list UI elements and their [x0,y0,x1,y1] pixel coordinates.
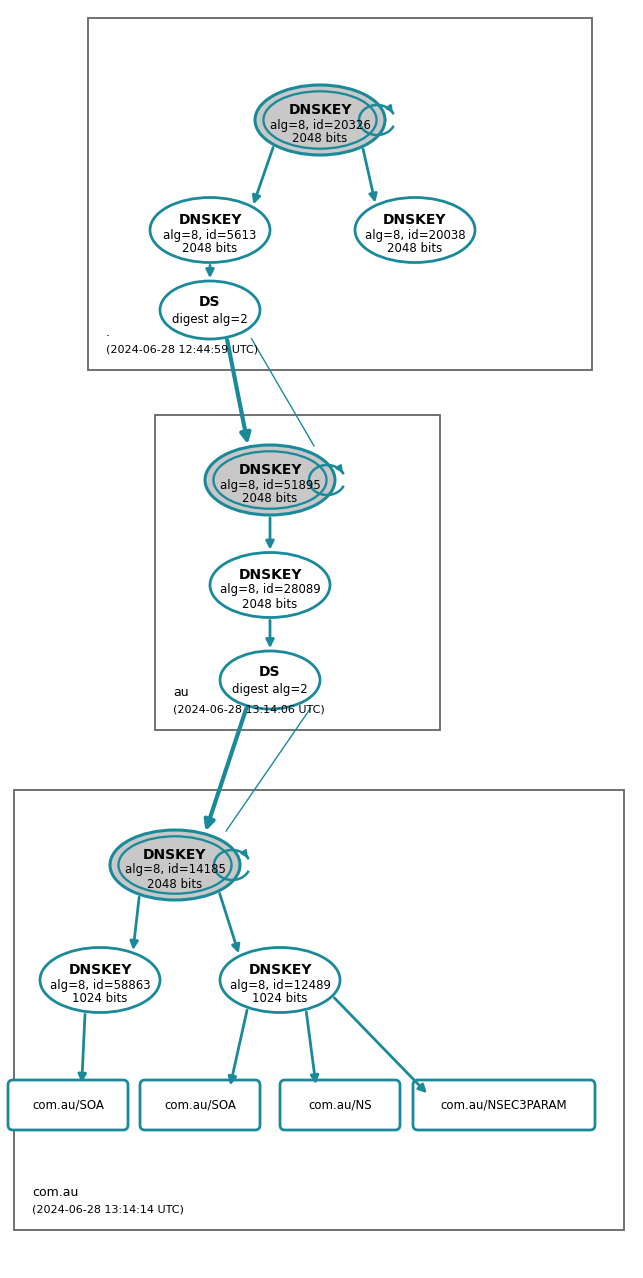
Text: DNSKEY: DNSKEY [383,213,447,227]
Text: digest alg=2: digest alg=2 [172,313,248,326]
FancyBboxPatch shape [14,790,624,1229]
Text: 2048 bits: 2048 bits [183,243,238,256]
Text: 1024 bits: 1024 bits [252,993,308,1006]
Text: 1024 bits: 1024 bits [72,993,128,1006]
Text: com.au: com.au [32,1186,78,1199]
Ellipse shape [160,281,260,339]
Text: (2024-06-28 13:14:14 UTC): (2024-06-28 13:14:14 UTC) [32,1205,184,1215]
Text: DS: DS [199,295,221,309]
FancyBboxPatch shape [88,18,592,371]
Text: (2024-06-28 13:14:06 UTC): (2024-06-28 13:14:06 UTC) [173,705,325,714]
Text: alg=8, id=51895: alg=8, id=51895 [220,478,320,492]
Text: DNSKEY: DNSKEY [248,964,312,976]
FancyBboxPatch shape [155,415,440,730]
Text: 2048 bits: 2048 bits [242,492,298,506]
Ellipse shape [110,829,240,900]
Text: alg=8, id=12489: alg=8, id=12489 [230,979,331,992]
Ellipse shape [255,86,385,155]
Ellipse shape [40,947,160,1012]
Text: DNSKEY: DNSKEY [143,849,207,861]
Text: DNSKEY: DNSKEY [178,213,242,227]
FancyBboxPatch shape [413,1080,595,1130]
Text: DS: DS [259,665,281,679]
Ellipse shape [205,445,335,515]
Text: DNSKEY: DNSKEY [288,104,352,118]
Ellipse shape [220,947,340,1012]
Text: alg=8, id=58863: alg=8, id=58863 [50,979,150,992]
Text: alg=8, id=20038: alg=8, id=20038 [365,229,466,242]
Text: com.au/NSEC3PARAM: com.au/NSEC3PARAM [440,1099,567,1112]
Text: com.au/SOA: com.au/SOA [164,1099,236,1112]
Text: 2048 bits: 2048 bits [242,598,298,611]
Text: .: . [106,326,110,339]
Ellipse shape [355,198,475,262]
Text: 2048 bits: 2048 bits [147,878,203,891]
FancyBboxPatch shape [8,1080,128,1130]
Text: digest alg=2: digest alg=2 [232,682,308,695]
Text: au: au [173,685,188,699]
Text: (2024-06-28 12:44:59 UTC): (2024-06-28 12:44:59 UTC) [106,345,258,355]
FancyBboxPatch shape [140,1080,260,1130]
Text: 2048 bits: 2048 bits [293,133,348,146]
Text: 2048 bits: 2048 bits [387,243,442,256]
Ellipse shape [150,198,270,262]
Ellipse shape [210,552,330,617]
Text: com.au/NS: com.au/NS [308,1099,372,1112]
Text: DNSKEY: DNSKEY [68,964,132,976]
Text: alg=8, id=28089: alg=8, id=28089 [220,584,320,597]
Text: alg=8, id=20326: alg=8, id=20326 [269,119,370,132]
Text: com.au/SOA: com.au/SOA [32,1099,104,1112]
Ellipse shape [220,651,320,709]
Text: DNSKEY: DNSKEY [239,463,302,477]
Text: alg=8, id=5613: alg=8, id=5613 [163,229,257,242]
Text: DNSKEY: DNSKEY [239,567,302,581]
Text: alg=8, id=14185: alg=8, id=14185 [125,864,226,877]
FancyBboxPatch shape [280,1080,400,1130]
